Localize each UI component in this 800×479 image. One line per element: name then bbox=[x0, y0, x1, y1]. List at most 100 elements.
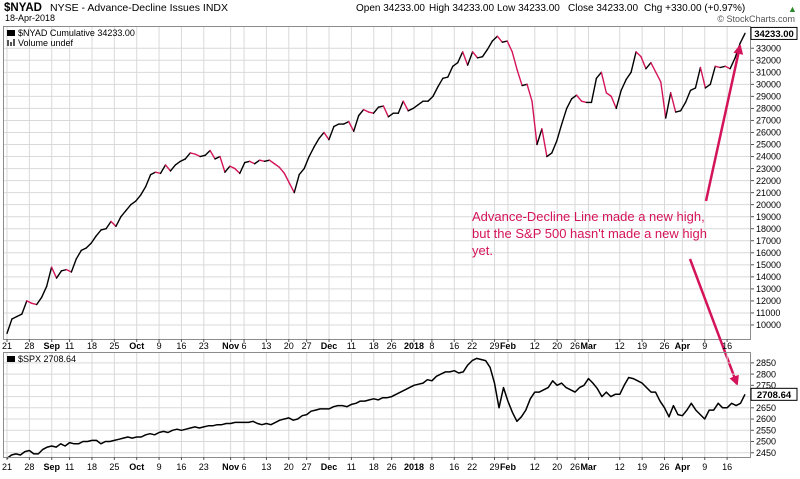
nyad-segment bbox=[303, 155, 310, 170]
x-tick-label: Oct bbox=[129, 462, 144, 472]
nyad-segment bbox=[457, 51, 464, 64]
y-tick-label: 33000 bbox=[756, 43, 781, 53]
nyad-segment bbox=[605, 92, 612, 98]
spx-legend-swatch bbox=[7, 356, 15, 362]
x-tick-label: 9 bbox=[702, 462, 707, 472]
annotation-line-1: Advance-Decline Line made a new high, bbox=[472, 209, 705, 224]
y-tick-label: 2750 bbox=[756, 381, 776, 391]
nyad-segment bbox=[551, 140, 558, 154]
nyad-legend: $NYAD Cumulative 34233.00 bbox=[18, 28, 135, 38]
x-tick-label: Nov bbox=[222, 462, 239, 472]
nyad-segment bbox=[130, 200, 137, 206]
spx-last-value-box: 2708.64 bbox=[750, 387, 798, 401]
nyad-segment bbox=[184, 152, 191, 160]
x-tick-label: 25 bbox=[109, 341, 119, 351]
nyad-segment bbox=[70, 258, 78, 273]
y-tick-label: 19000 bbox=[756, 212, 781, 222]
nyad-segment bbox=[224, 165, 231, 173]
change-up-arrow-icon: ▲ bbox=[788, 4, 797, 14]
nyad-segment bbox=[511, 51, 518, 71]
y-tick-label: 11000 bbox=[756, 308, 780, 318]
nyad-segment bbox=[268, 159, 276, 165]
nyad-segment bbox=[382, 105, 390, 118]
x-tick-label: Feb bbox=[500, 462, 517, 472]
y-tick-label: 14000 bbox=[756, 272, 781, 282]
nyad-segment bbox=[546, 152, 553, 158]
nyad-segment bbox=[219, 155, 226, 173]
y-tick-label: 2500 bbox=[756, 437, 776, 447]
nyad-segment bbox=[521, 83, 528, 87]
nyad-segment bbox=[40, 285, 48, 298]
x-tick-label: Oct bbox=[129, 341, 144, 351]
nyad-segment bbox=[670, 92, 677, 113]
x-tick-label: Sep bbox=[43, 462, 60, 472]
x-tick-label: Feb bbox=[500, 341, 517, 351]
y-tick-label: 23000 bbox=[756, 164, 781, 174]
open-value: Open 34233.00 bbox=[356, 3, 425, 14]
y-tick-label: 28000 bbox=[756, 104, 781, 114]
x-tick-label: 25 bbox=[109, 462, 119, 472]
nyad-segment bbox=[650, 61, 657, 74]
x-tick-label: 13 bbox=[261, 341, 271, 351]
nyad-segment bbox=[308, 146, 315, 158]
nyad-segment bbox=[204, 149, 211, 157]
x-tick-label: 12 bbox=[530, 341, 540, 351]
nyad-segment bbox=[442, 76, 449, 80]
nyad-segment bbox=[26, 300, 33, 305]
nyad-segment bbox=[16, 313, 23, 318]
y-tick-label: 25000 bbox=[756, 140, 781, 150]
nyad-segment bbox=[561, 107, 568, 125]
x-tick-label: 27 bbox=[302, 462, 312, 472]
nyad-segment bbox=[273, 163, 281, 169]
nyad-segment bbox=[164, 164, 172, 172]
nyad-segment bbox=[263, 159, 271, 163]
x-tick-label: Apr bbox=[675, 341, 691, 351]
nyad-line-series bbox=[6, 32, 746, 335]
spx-last-value: 2708.64 bbox=[757, 390, 792, 401]
nyad-segment bbox=[278, 166, 286, 175]
y-tick-label: 2850 bbox=[756, 358, 776, 368]
y-tick-label: 17000 bbox=[756, 236, 781, 246]
nyad-segment bbox=[516, 69, 523, 87]
x-tick-label: 16 bbox=[449, 462, 459, 472]
nyad-segment bbox=[437, 77, 444, 88]
nyad-segment bbox=[50, 266, 58, 279]
x-tick-label: 16 bbox=[722, 462, 732, 472]
top-y-axis: 10000 11000 12000 13000 14000 15000 16000 17000… bbox=[750, 43, 781, 330]
nyad-segment bbox=[699, 66, 707, 89]
nyad-segment bbox=[125, 203, 132, 212]
nyad-segment bbox=[21, 300, 28, 315]
chart-date: 18-Apr-2018 bbox=[5, 13, 55, 23]
x-tick-label: 16 bbox=[722, 341, 732, 351]
y-tick-label: 10000 bbox=[756, 320, 781, 330]
bottom-x-axis: 21 28 Sep 11 18 25 Oct 9 16 23 Nov 6 13 20 27 Dec 11 18 26… bbox=[2, 457, 732, 472]
y-tick-label: 15000 bbox=[756, 260, 781, 270]
nyad-segment bbox=[640, 55, 647, 70]
top-panel-frame bbox=[3, 26, 751, 340]
nyad-segment bbox=[239, 161, 246, 175]
volume-legend: Volume undef bbox=[18, 38, 74, 48]
x-tick-label: 20 bbox=[552, 341, 562, 351]
spx-line-series bbox=[6, 357, 746, 459]
nyad-segment bbox=[194, 153, 201, 158]
nyad-segment bbox=[704, 83, 712, 89]
x-tick-label: 21 bbox=[2, 341, 12, 351]
nyad-segment bbox=[655, 71, 662, 83]
nyad-segment bbox=[709, 65, 716, 86]
x-tick-label: 20 bbox=[284, 462, 294, 472]
spx-line bbox=[6, 357, 746, 459]
low-value: Low 34233.00 bbox=[497, 3, 560, 14]
nyad-segment bbox=[595, 71, 603, 80]
x-tick-label: 27 bbox=[302, 341, 312, 351]
x-tick-label: Nov bbox=[222, 341, 239, 351]
nyad-segment bbox=[432, 86, 439, 98]
nyad-segment bbox=[189, 152, 196, 155]
nyad-segment bbox=[140, 185, 147, 196]
nyad-segment bbox=[135, 194, 142, 202]
x-tick-label: 11 bbox=[65, 341, 74, 351]
x-tick-label: 8 bbox=[429, 341, 434, 351]
nyad-segment bbox=[620, 78, 627, 92]
x-tick-label: 26 bbox=[570, 341, 580, 351]
nyad-segment bbox=[95, 229, 102, 237]
